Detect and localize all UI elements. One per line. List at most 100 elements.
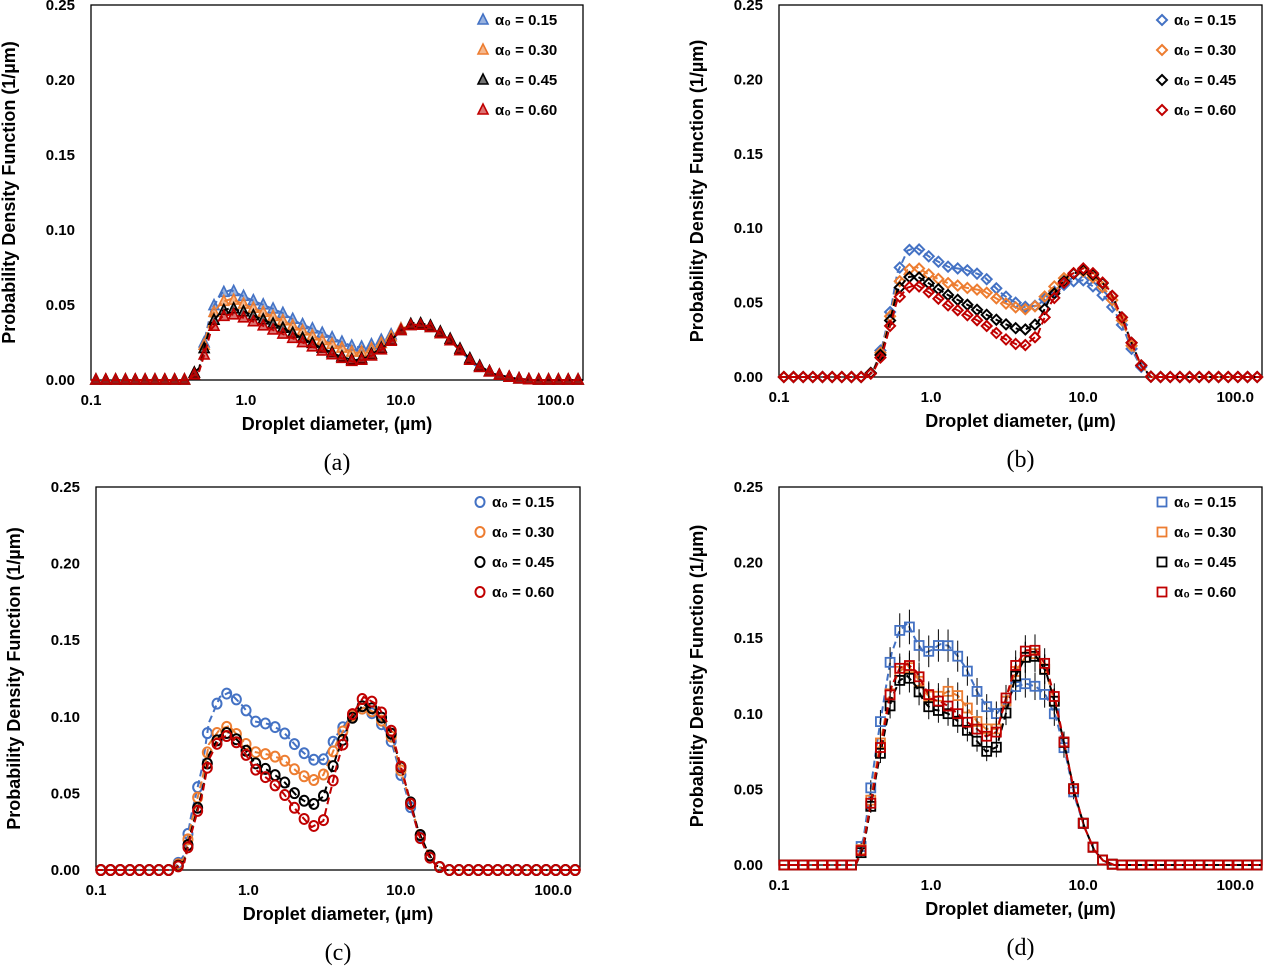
data-point: [923, 689, 935, 701]
series-4: [777, 262, 1264, 384]
data-point: [1009, 300, 1023, 314]
series-4: [778, 634, 1263, 871]
data-point: [405, 797, 417, 810]
data-point: [1009, 321, 1023, 335]
data-point: [240, 704, 252, 717]
data-point: [483, 364, 496, 377]
data-point: [1018, 323, 1032, 336]
data-point: [816, 370, 829, 384]
data-point: [394, 322, 408, 336]
data-point: [989, 313, 1003, 327]
legend-marker: [1155, 13, 1169, 27]
data-point: [269, 779, 281, 792]
data-point: [904, 660, 915, 671]
data-point: [912, 243, 926, 256]
chart-panel-a: 0.00 0.05 0.10 0.15 0.20 0.25 0.1 1.0 10.0 100.0 D…: [0, 0, 585, 476]
x-tick-label: 1.0: [921, 389, 942, 406]
data-point: [308, 773, 320, 786]
y-axis-label: Probability Density Function (1/µm): [0, 41, 19, 343]
data-point: [952, 708, 964, 720]
data-point: [552, 372, 565, 385]
data-point: [1028, 299, 1042, 313]
data-point: [308, 797, 320, 810]
legend-marker: [1155, 103, 1169, 117]
data-point: [279, 727, 291, 740]
data-point: [1067, 274, 1081, 288]
data-point: [1048, 691, 1060, 702]
data-point: [1087, 841, 1099, 853]
legend-marker: [1156, 586, 1168, 598]
y-tick-label: 0.05: [46, 297, 75, 314]
data-point: [163, 864, 175, 876]
data-point: [473, 359, 486, 373]
data-point: [288, 763, 300, 776]
data-point: [884, 656, 896, 668]
data-point: [912, 279, 926, 293]
data-point: [178, 372, 191, 385]
data-point: [109, 372, 122, 385]
series-trend-line: [779, 246, 1262, 378]
data-point: [532, 372, 546, 385]
data-point: [893, 290, 907, 304]
data-point: [970, 283, 984, 297]
data-point: [259, 748, 271, 761]
data-point: [256, 318, 270, 331]
series-trend-line: [779, 268, 1262, 378]
data-point: [138, 372, 152, 385]
data-point: [266, 322, 280, 335]
data-point: [221, 730, 233, 743]
data-point: [893, 274, 907, 288]
y-tick-label: 0.05: [734, 781, 763, 798]
data-point: [1058, 736, 1070, 748]
data-point: [1076, 262, 1090, 275]
data-point: [327, 745, 339, 758]
data-point: [922, 249, 936, 263]
y-tick-label: 0.00: [51, 862, 80, 879]
y-tick-label: 0.25: [734, 479, 763, 496]
data-point: [981, 701, 993, 713]
x-tick-label: 100.0: [534, 882, 572, 899]
data-point: [414, 832, 426, 845]
y-axis-label: Probability Density Function (1/µm): [687, 525, 707, 827]
data-point: [796, 370, 810, 384]
data-point: [923, 645, 935, 657]
data-point: [960, 281, 974, 295]
data-point: [1077, 817, 1089, 829]
plot-frame: [778, 4, 1263, 378]
data-point: [571, 372, 585, 385]
data-point: [1086, 279, 1100, 293]
legend-label: α₀ = 0.30: [1174, 524, 1236, 541]
data-point: [961, 716, 973, 728]
data-point: [865, 782, 877, 794]
data-point: [298, 794, 310, 807]
data-point: [1086, 268, 1100, 282]
data-point: [1018, 300, 1032, 314]
x-tick-label: 10.0: [1069, 389, 1098, 406]
y-tick-label: 0.00: [734, 369, 763, 386]
data-point: [374, 342, 388, 355]
legend-label: α₀ = 0.60: [1174, 102, 1236, 119]
data-point: [1000, 692, 1012, 704]
panel-label: (b): [1007, 447, 1035, 473]
data-point: [317, 789, 329, 802]
y-tick-label: 0.25: [46, 0, 75, 14]
data-point: [971, 723, 983, 735]
x-tick-label: 0.1: [81, 392, 102, 409]
data-point: [883, 319, 897, 333]
data-point: [201, 761, 213, 774]
series-3: [778, 640, 1263, 871]
data-point: [854, 370, 868, 384]
x-tick-label: 1.0: [235, 392, 256, 409]
data-point: [298, 770, 310, 783]
data-point: [148, 372, 162, 385]
data-point: [1134, 359, 1148, 372]
data-point: [913, 671, 925, 683]
y-tick-label: 0.10: [734, 706, 763, 723]
data-point: [561, 372, 575, 385]
data-point: [182, 833, 194, 846]
data-point: [1241, 370, 1254, 384]
data-point: [385, 724, 397, 737]
legend-label: α₀ = 0.45: [495, 72, 557, 89]
data-point: [1010, 660, 1022, 671]
legend: α₀ = 0.15 α₀ = 0.30 α₀ = 0.45 α₀ = 0.60: [1156, 494, 1236, 601]
